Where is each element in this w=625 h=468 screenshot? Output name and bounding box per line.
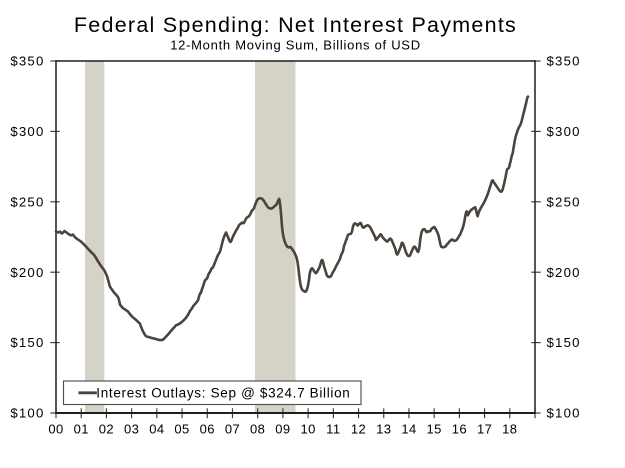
svg-text:$300: $300	[547, 124, 581, 139]
svg-text:12: 12	[351, 421, 366, 436]
svg-text:00: 00	[48, 421, 63, 436]
svg-text:02: 02	[99, 421, 114, 436]
svg-text:$250: $250	[547, 194, 581, 209]
svg-text:$300: $300	[10, 124, 44, 139]
svg-text:05: 05	[174, 421, 189, 436]
svg-text:13: 13	[376, 421, 391, 436]
svg-text:$150: $150	[10, 335, 44, 350]
svg-text:$150: $150	[547, 335, 581, 350]
svg-text:$350: $350	[547, 54, 581, 69]
svg-text:$250: $250	[10, 194, 44, 209]
svg-text:$200: $200	[547, 265, 581, 280]
svg-text:07: 07	[225, 421, 240, 436]
svg-text:08: 08	[250, 421, 265, 436]
svg-text:$350: $350	[10, 54, 44, 69]
svg-text:04: 04	[149, 421, 164, 436]
svg-text:Federal Spending: Net Interest: Federal Spending: Net Interest Payments	[74, 13, 517, 37]
svg-text:10: 10	[300, 421, 315, 436]
svg-text:16: 16	[452, 421, 467, 436]
svg-text:18: 18	[502, 421, 517, 436]
svg-text:$100: $100	[10, 406, 44, 421]
svg-text:03: 03	[124, 421, 139, 436]
svg-text:$100: $100	[547, 406, 581, 421]
svg-text:14: 14	[401, 421, 416, 436]
svg-text:01: 01	[74, 421, 89, 436]
svg-text:Interest Outlays: Sep @ $324.7: Interest Outlays: Sep @ $324.7 Billion	[96, 385, 350, 400]
svg-text:11: 11	[326, 421, 340, 436]
svg-text:12-Month Moving Sum, Billions: 12-Month Moving Sum, Billions of USD	[170, 37, 421, 52]
svg-text:$200: $200	[10, 265, 44, 280]
svg-text:06: 06	[200, 421, 215, 436]
svg-text:09: 09	[275, 421, 290, 436]
svg-text:15: 15	[427, 421, 442, 436]
svg-text:17: 17	[477, 421, 492, 436]
